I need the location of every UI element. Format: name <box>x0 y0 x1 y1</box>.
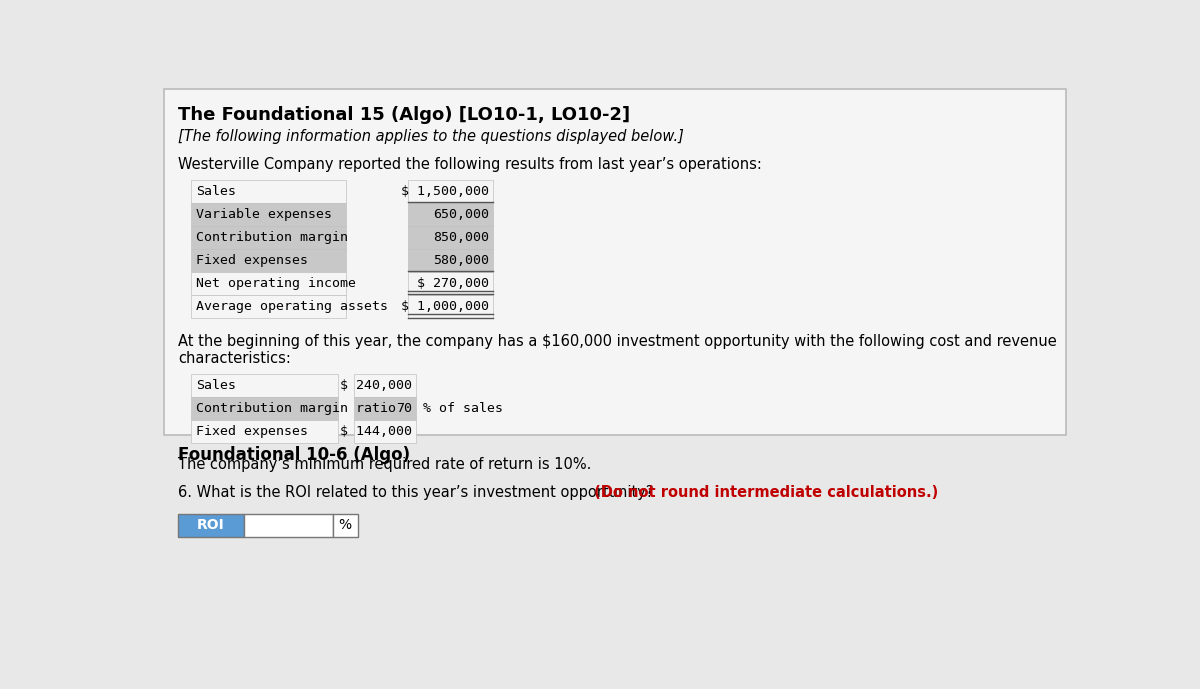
Text: $ 240,000: $ 240,000 <box>340 379 412 392</box>
FancyBboxPatch shape <box>244 514 332 537</box>
Text: $ 270,000: $ 270,000 <box>418 277 490 290</box>
Text: Fixed expenses: Fixed expenses <box>196 425 307 438</box>
FancyBboxPatch shape <box>191 203 346 226</box>
Text: 580,000: 580,000 <box>433 254 490 267</box>
Text: 6. What is the ROI related to this year’s investment opportunity?: 6. What is the ROI related to this year’… <box>178 484 653 500</box>
Text: $ 1,000,000: $ 1,000,000 <box>402 300 490 313</box>
Text: [The following information applies to the questions displayed below.]: [The following information applies to th… <box>178 129 684 144</box>
Text: ROI: ROI <box>197 518 224 533</box>
FancyBboxPatch shape <box>408 180 493 203</box>
FancyBboxPatch shape <box>408 272 493 295</box>
Text: 70: 70 <box>396 402 412 415</box>
FancyBboxPatch shape <box>164 89 1066 435</box>
FancyBboxPatch shape <box>354 373 416 397</box>
Text: Sales: Sales <box>196 185 235 198</box>
FancyBboxPatch shape <box>408 203 493 226</box>
Text: Westerville Company reported the following results from last year’s operations:: Westerville Company reported the followi… <box>178 156 762 172</box>
Text: The company’s minimum required rate of return is 10%.: The company’s minimum required rate of r… <box>178 457 592 472</box>
Text: characteristics:: characteristics: <box>178 351 290 366</box>
Text: Contribution margin ratio: Contribution margin ratio <box>196 402 396 415</box>
Text: The Foundational 15 (Algo) [LO10-1, LO10-2]: The Foundational 15 (Algo) [LO10-1, LO10… <box>178 106 630 124</box>
Text: Fixed expenses: Fixed expenses <box>196 254 307 267</box>
FancyBboxPatch shape <box>191 397 338 420</box>
FancyBboxPatch shape <box>191 226 346 249</box>
FancyBboxPatch shape <box>191 249 346 272</box>
FancyBboxPatch shape <box>354 420 416 443</box>
FancyBboxPatch shape <box>408 249 493 272</box>
Text: Variable expenses: Variable expenses <box>196 208 331 221</box>
Text: Contribution margin: Contribution margin <box>196 231 348 244</box>
FancyBboxPatch shape <box>191 295 346 318</box>
Text: Foundational 10-6 (Algo): Foundational 10-6 (Algo) <box>178 446 410 464</box>
FancyBboxPatch shape <box>191 180 346 203</box>
FancyBboxPatch shape <box>408 295 493 318</box>
Text: Sales: Sales <box>196 379 235 392</box>
FancyBboxPatch shape <box>191 420 338 443</box>
Text: %: % <box>338 518 352 533</box>
FancyBboxPatch shape <box>191 373 338 397</box>
Text: $ 144,000: $ 144,000 <box>340 425 412 438</box>
Text: Net operating income: Net operating income <box>196 277 355 290</box>
Text: Average operating assets: Average operating assets <box>196 300 388 313</box>
Text: At the beginning of this year, the company has a $160,000 investment opportunity: At the beginning of this year, the compa… <box>178 333 1057 349</box>
Text: 850,000: 850,000 <box>433 231 490 244</box>
Text: (Do not round intermediate calculations.): (Do not round intermediate calculations.… <box>589 484 938 500</box>
Text: 650,000: 650,000 <box>433 208 490 221</box>
FancyBboxPatch shape <box>354 397 416 420</box>
FancyBboxPatch shape <box>191 272 346 295</box>
FancyBboxPatch shape <box>408 226 493 249</box>
Text: $ 1,500,000: $ 1,500,000 <box>402 185 490 198</box>
FancyBboxPatch shape <box>178 514 244 537</box>
FancyBboxPatch shape <box>332 514 358 537</box>
Text: % of sales: % of sales <box>422 402 503 415</box>
